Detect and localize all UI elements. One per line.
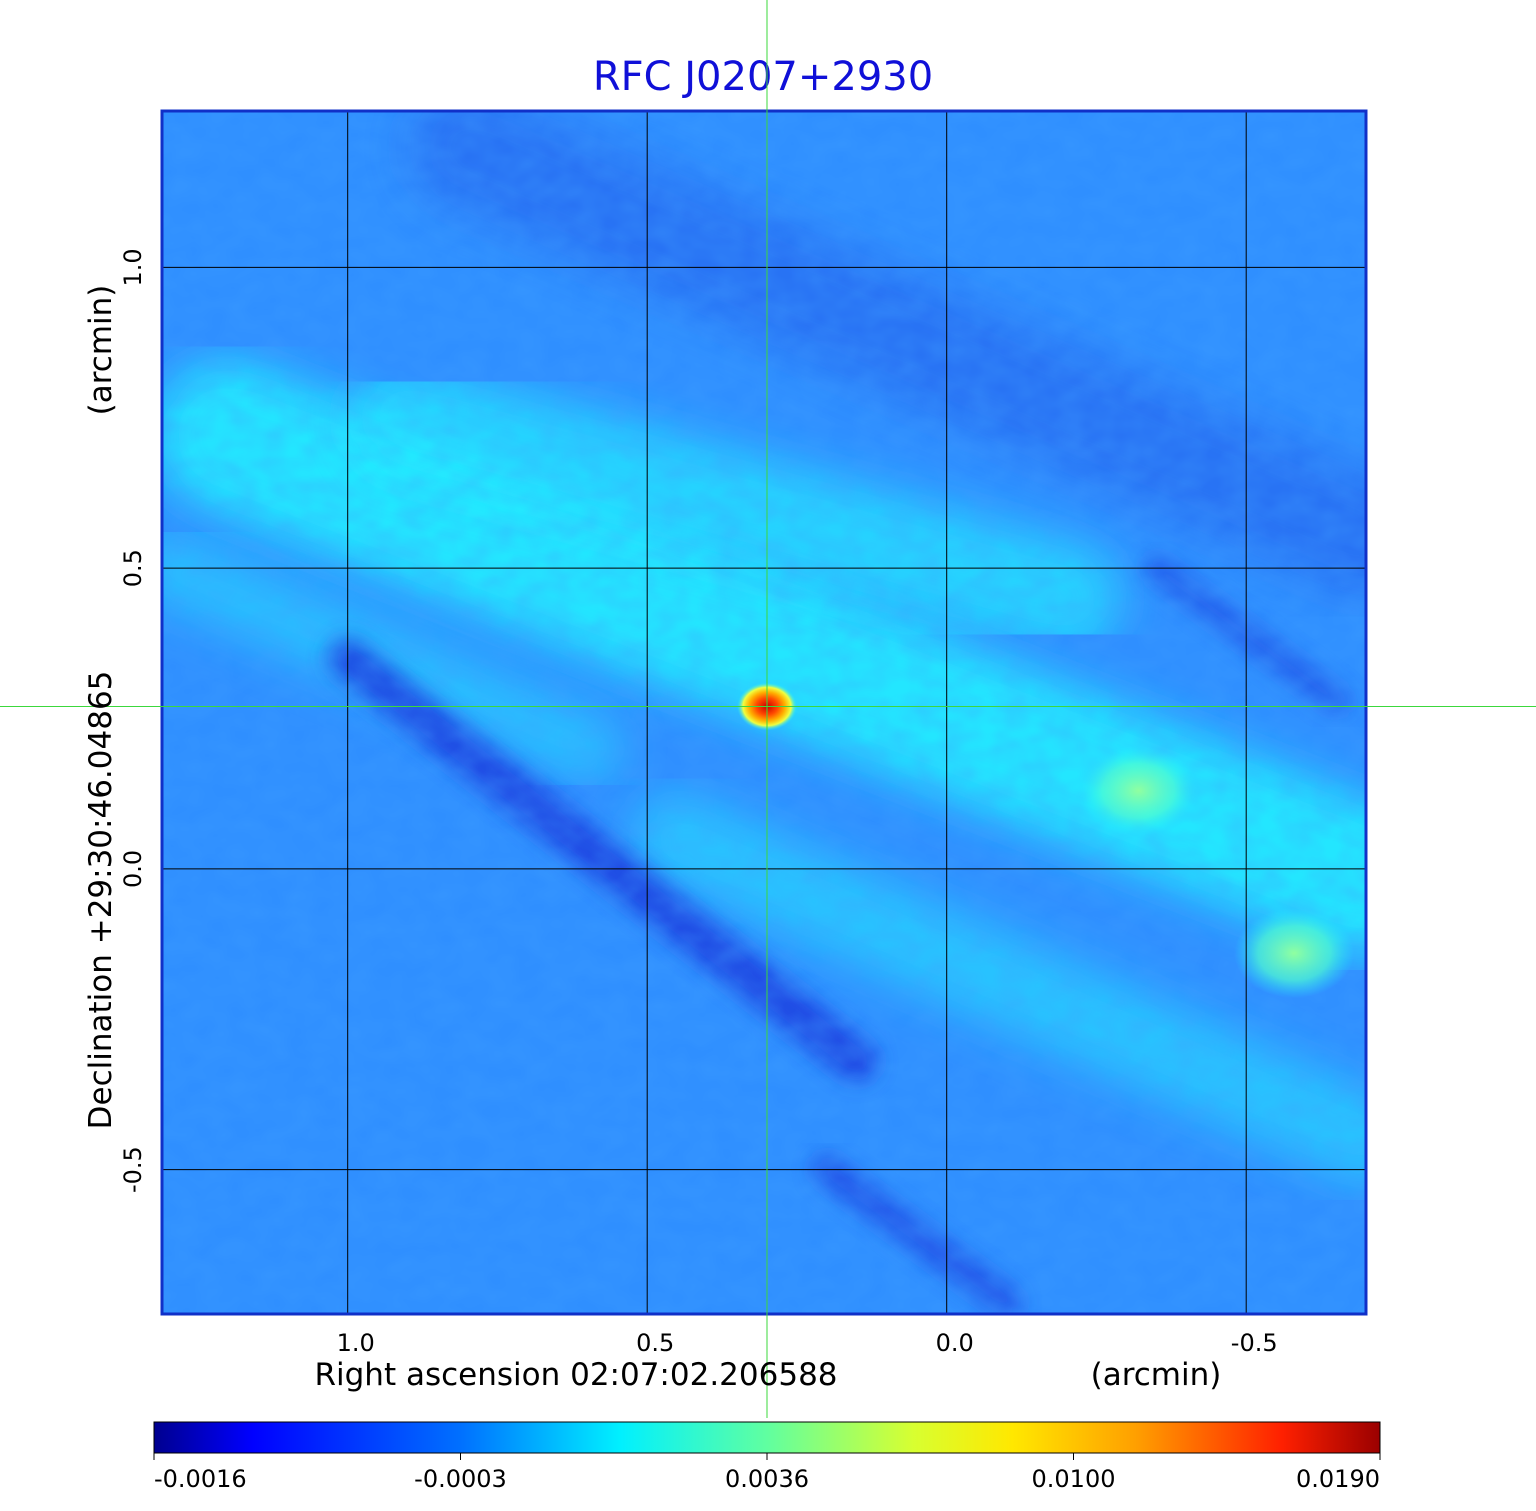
chart-title: RFC J0207+2930 — [593, 54, 933, 100]
x-axis-label: Right ascension 02:07:02.206588 — [314, 1357, 837, 1393]
image-area — [162, 111, 1366, 1314]
colorbar-tick-label: 0.0100 — [1032, 1465, 1116, 1493]
coordinate-grid — [162, 111, 1366, 1314]
x-tick-label: -0.5 — [1231, 1329, 1278, 1357]
y-axis-label: Declination +29:30:46.04865 — [83, 671, 119, 1130]
colorbar-tick-label: 0.0190 — [1296, 1465, 1380, 1493]
image-frame — [160, 109, 1368, 1316]
y-tick-label: 0.5 — [119, 549, 147, 587]
colorbar-tick-label: 0.0036 — [725, 1465, 809, 1493]
x-axis-unit: (arcmin) — [1091, 1357, 1222, 1393]
y-tick-label: 1.0 — [119, 248, 147, 286]
colorbar — [153, 1421, 1381, 1454]
y-axis-unit: (arcmin) — [83, 285, 119, 416]
secondary-feature — [1234, 908, 1355, 999]
x-axis-ticks: 1.0 0.5 0.0 -0.5 — [337, 1329, 1278, 1357]
secondary-feature — [1078, 745, 1199, 836]
x-tick-label: 1.0 — [337, 1329, 375, 1357]
colorbar-ticks: -0.0016 -0.0003 0.0036 0.0100 0.0190 — [153, 1453, 1381, 1493]
y-tick-label: -0.5 — [119, 1146, 147, 1193]
y-tick-label: 0.0 — [119, 850, 147, 888]
colorbar-tick-label: -0.0003 — [414, 1465, 507, 1493]
crosshair — [0, 0, 1536, 1418]
y-axis-ticks: 1.0 0.5 -0.5 0.0 — [119, 248, 147, 1193]
x-tick-label: 0.5 — [636, 1329, 674, 1357]
x-tick-label: 0.0 — [936, 1329, 974, 1357]
colorbar-tick-label: -0.0016 — [154, 1465, 247, 1493]
